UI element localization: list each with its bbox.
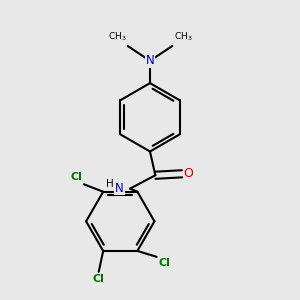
Text: N: N	[146, 54, 154, 67]
Text: Cl: Cl	[70, 172, 83, 182]
Text: Cl: Cl	[158, 258, 170, 268]
Text: CH$_3$: CH$_3$	[108, 31, 126, 43]
Text: CH$_3$: CH$_3$	[174, 31, 192, 43]
Text: Cl: Cl	[93, 274, 105, 284]
Text: H: H	[106, 179, 114, 189]
Text: O: O	[184, 167, 194, 180]
Text: N: N	[115, 182, 124, 194]
